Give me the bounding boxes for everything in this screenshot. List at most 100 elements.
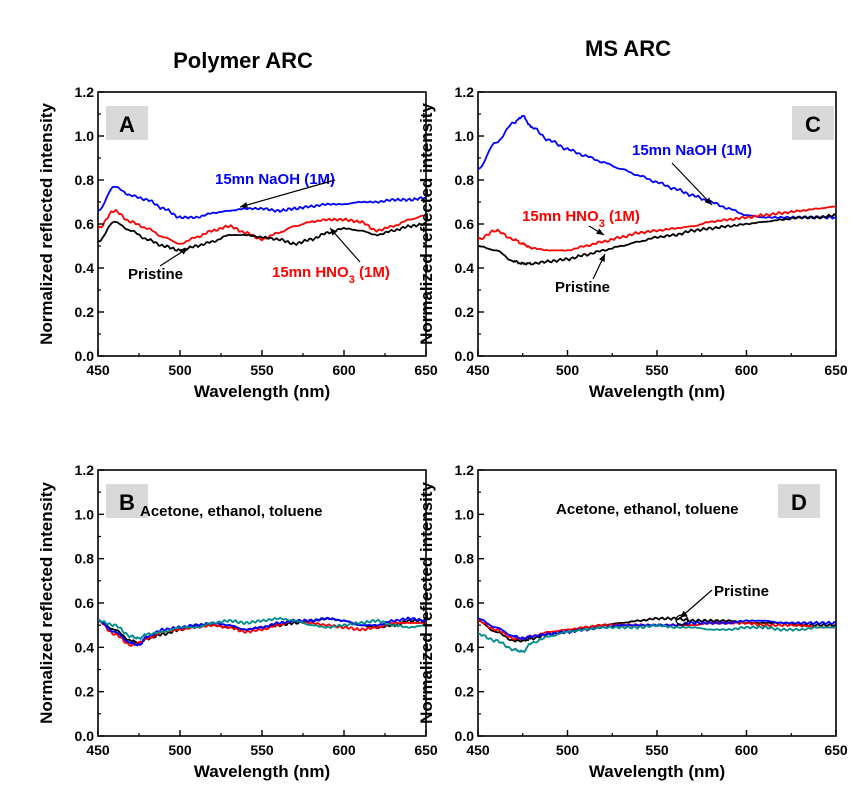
pristine-marker-circle bbox=[675, 614, 689, 626]
y-tick-label: 0.4 bbox=[75, 260, 95, 276]
panel-letter: C bbox=[805, 112, 821, 137]
y-tick-label: 0.0 bbox=[75, 728, 95, 744]
y-axis-label: Normalized reflected intensity bbox=[417, 103, 436, 345]
panel-letter: B bbox=[119, 490, 135, 515]
x-tick-label: 600 bbox=[735, 362, 759, 378]
y-tick-label: 0.8 bbox=[455, 551, 475, 567]
annotation-label: Acetone, ethanol, toluene bbox=[140, 503, 323, 520]
x-axis-label: Wavelength (nm) bbox=[589, 382, 725, 401]
x-tick-label: 500 bbox=[168, 742, 192, 758]
y-tick-label: 1.2 bbox=[75, 84, 95, 100]
series-group bbox=[98, 616, 426, 647]
panel-letter-box bbox=[778, 484, 820, 518]
y-tick-label: 0.0 bbox=[455, 348, 475, 364]
x-tick-label: 550 bbox=[645, 362, 669, 378]
y-tick-label: 0.6 bbox=[75, 595, 95, 611]
annotation-arrow bbox=[671, 162, 713, 206]
x-axis-label: Wavelength (nm) bbox=[194, 762, 330, 781]
series-group bbox=[478, 115, 836, 266]
panel-letter: A bbox=[119, 112, 135, 137]
x-tick-label: 650 bbox=[414, 742, 438, 758]
annotation-label: 15mn HNO3 (1M) bbox=[522, 208, 640, 230]
y-tick-label: 0.4 bbox=[455, 260, 475, 276]
annotation-arrowhead bbox=[599, 254, 605, 262]
y-tick-label: 0.2 bbox=[455, 684, 475, 700]
series-line-trace-3 bbox=[478, 617, 836, 640]
annotation-arrow bbox=[329, 227, 361, 263]
y-tick-label: 0.2 bbox=[455, 304, 475, 320]
annotation-label: Acetone, ethanol, toluene bbox=[556, 501, 739, 518]
y-tick-label: 0.0 bbox=[75, 348, 95, 364]
series-line-trace-4 bbox=[478, 623, 836, 653]
column-title-polymer: Polymer ARC bbox=[173, 48, 313, 73]
x-tick-label: 650 bbox=[824, 362, 848, 378]
series-line-15mn-naoh-1m- bbox=[478, 115, 836, 220]
annotation-arrow bbox=[239, 179, 336, 208]
x-tick-label: 600 bbox=[332, 362, 356, 378]
annotation-arrowhead bbox=[680, 610, 688, 618]
y-axis-label: Normalized reflected intensity bbox=[37, 482, 56, 724]
x-tick-label: 550 bbox=[645, 742, 669, 758]
y-tick-label: 0.8 bbox=[75, 551, 95, 567]
annotation-arrowhead bbox=[330, 228, 338, 236]
series-line-15mn-naoh-1m- bbox=[98, 185, 426, 220]
annotation-label: Pristine bbox=[714, 583, 769, 600]
y-tick-label: 0.4 bbox=[455, 639, 475, 655]
y-tick-label: 0.2 bbox=[75, 684, 95, 700]
x-tick-label: 600 bbox=[332, 742, 356, 758]
y-tick-label: 0.8 bbox=[455, 172, 475, 188]
y-tick-label: 0.4 bbox=[75, 639, 95, 655]
y-tick-label: 1.2 bbox=[75, 462, 95, 478]
annotation-label: 15mn NaOH (1M) bbox=[215, 171, 335, 188]
y-tick-label: 1.0 bbox=[455, 128, 475, 144]
series-line-15mn-hno3-1m- bbox=[478, 205, 836, 252]
y-tick-label: 1.0 bbox=[455, 506, 475, 522]
series-group bbox=[98, 185, 426, 253]
series-group bbox=[478, 616, 836, 653]
series-line-15mn-hno3-1m- bbox=[98, 208, 426, 245]
x-tick-label: 500 bbox=[556, 742, 580, 758]
panel-c: 450 500 550 600 650 0.0 0.2 0.4 0.6 0.8 1.0 1.2 Wave… bbox=[417, 84, 848, 401]
annotation-label: 15mn HNO3 (1M) bbox=[272, 264, 390, 286]
x-axis-label: Wavelength (nm) bbox=[194, 382, 330, 401]
series-line-trace-4 bbox=[98, 616, 426, 640]
y-tick-label: 0.8 bbox=[75, 172, 95, 188]
annotation-arrowhead bbox=[596, 228, 604, 235]
series-line-pristine bbox=[98, 220, 426, 253]
y-tick-label: 1.2 bbox=[455, 84, 475, 100]
y-tick-label: 0.0 bbox=[455, 728, 475, 744]
y-tick-label: 0.6 bbox=[455, 595, 475, 611]
y-tick-label: 1.0 bbox=[75, 128, 95, 144]
column-title-ms: MS ARC bbox=[585, 36, 671, 61]
x-tick-label: 550 bbox=[250, 362, 274, 378]
series-line-trace-3 bbox=[98, 616, 426, 647]
plot-panels: 450 500 550 600 650 0.0 0.2 0.4 0.6 0.8 1.0 1.2 Wave… bbox=[37, 84, 848, 781]
x-tick-label: 550 bbox=[250, 742, 274, 758]
x-tick-label: 450 bbox=[466, 742, 490, 758]
x-tick-label: 650 bbox=[824, 742, 848, 758]
panel-letter-box bbox=[792, 106, 834, 140]
series-line-pristine bbox=[478, 616, 836, 643]
x-tick-label: 450 bbox=[466, 362, 490, 378]
y-axis-label: Normalized reflected intensity bbox=[417, 482, 436, 724]
x-tick-label: 450 bbox=[86, 742, 110, 758]
panel-a: 450 500 550 600 650 0.0 0.2 0.4 0.6 0.8 1.0 1.2 Wave… bbox=[37, 84, 438, 401]
x-tick-label: 500 bbox=[168, 362, 192, 378]
x-tick-label: 600 bbox=[735, 742, 759, 758]
x-axis-label: Wavelength (nm) bbox=[589, 762, 725, 781]
annotation-arrowhead bbox=[240, 201, 248, 208]
y-tick-label: 0.6 bbox=[75, 216, 95, 232]
y-axis-label: Normalized reflected intensity bbox=[37, 103, 56, 345]
x-tick-label: 500 bbox=[556, 362, 580, 378]
annotation-label: Pristine bbox=[555, 279, 610, 296]
annotation-label: 15mn NaOH (1M) bbox=[632, 142, 752, 159]
panel-letter-box bbox=[106, 106, 148, 140]
x-tick-label: 450 bbox=[86, 362, 110, 378]
panel-letter: D bbox=[791, 490, 807, 515]
panel-letter-box bbox=[106, 484, 148, 518]
y-tick-label: 1.2 bbox=[455, 462, 475, 478]
x-tick-label: 650 bbox=[414, 362, 438, 378]
panel-d: 450 500 550 600 650 0.0 0.2 0.4 0.6 0.8 1.0 1.2 Wave… bbox=[417, 462, 848, 781]
y-tick-label: 0.2 bbox=[75, 304, 95, 320]
